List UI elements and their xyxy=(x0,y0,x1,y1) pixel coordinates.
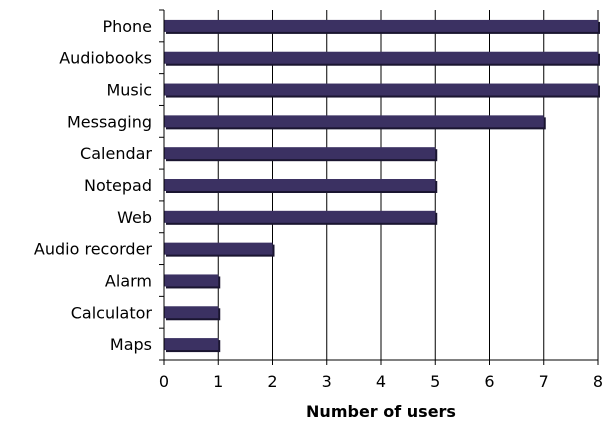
x-tick-label: 6 xyxy=(484,372,494,391)
x-tick-label: 8 xyxy=(593,372,603,391)
category-label: Calculator xyxy=(71,303,153,322)
category-label: Messaging xyxy=(67,112,152,131)
bar-calendar xyxy=(164,147,436,160)
bar-music xyxy=(164,83,598,96)
tick-labels: 0 1 2 3 4 5 6 7 8 xyxy=(159,372,603,391)
x-tick-label: 3 xyxy=(322,372,332,391)
bars xyxy=(164,19,600,353)
bar-web xyxy=(164,210,436,223)
bar-calculator xyxy=(164,306,219,319)
bar-audiobooks xyxy=(164,51,598,64)
x-axis-title: Number of users xyxy=(306,402,456,421)
bar-notepad xyxy=(164,179,436,191)
category-label: Calendar xyxy=(80,144,152,163)
axes xyxy=(159,9,599,365)
bar-audio-recorder xyxy=(164,242,273,255)
category-label: Audiobooks xyxy=(59,49,152,68)
x-tick-label: 7 xyxy=(539,372,549,391)
category-label: Web xyxy=(117,208,152,227)
category-label: Music xyxy=(106,81,152,100)
x-tick-label: 1 xyxy=(213,372,223,391)
bar-messaging xyxy=(164,115,544,128)
category-labels: Phone Audiobooks Music Messaging Calendar Not… xyxy=(34,17,153,354)
x-tick-label: 5 xyxy=(430,372,440,391)
category-label: Maps xyxy=(110,335,152,354)
bar-phone xyxy=(164,19,598,32)
category-label: Alarm xyxy=(105,271,152,290)
bar-alarm xyxy=(164,274,219,287)
bar-maps xyxy=(164,338,219,351)
x-tick-label: 2 xyxy=(267,372,277,391)
category-label: Phone xyxy=(102,17,152,36)
x-tick-label: 4 xyxy=(376,372,386,391)
category-label: Notepad xyxy=(84,176,152,195)
category-label: Audio recorder xyxy=(34,240,153,259)
x-tick-label: 0 xyxy=(159,372,169,391)
